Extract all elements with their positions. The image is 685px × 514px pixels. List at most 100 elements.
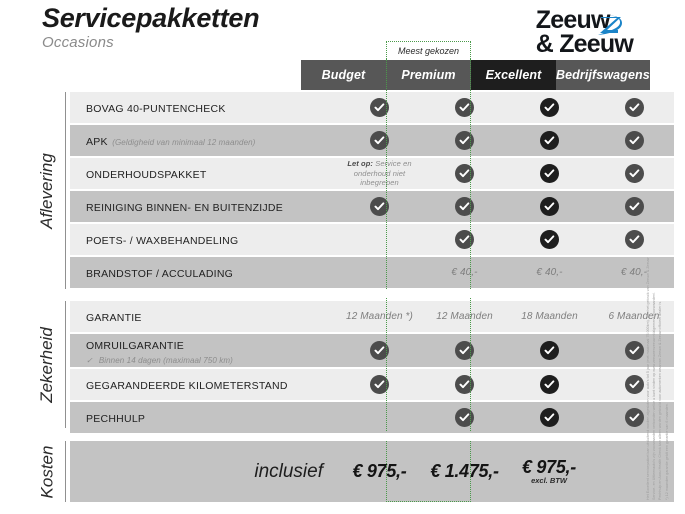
table-cell-bedrijfswagens	[592, 131, 676, 150]
page-title: Servicepakketten	[42, 3, 260, 33]
section-rows-aflevering: BOVAG 40-PUNTENCHECK APK (Geldigheid van …	[70, 92, 674, 288]
row-divider	[70, 255, 674, 257]
table-cell-premium: € 40,-	[422, 267, 507, 278]
check-icon	[455, 197, 474, 216]
cell-value: 6 Maanden	[608, 311, 660, 322]
check-icon	[455, 164, 474, 183]
check-icon	[540, 197, 559, 216]
cell-note: Let op: Service en onderhoud niet inbegr…	[347, 159, 412, 188]
row-label: APK (Geldigheid van minimaal 12 maanden)	[70, 132, 337, 150]
row-label: GEGARANDEERDE KILOMETERSTAND	[70, 376, 337, 394]
row-label: ONDERHOUDSPAKKET	[70, 165, 337, 183]
row-divider	[70, 367, 674, 369]
price-excellent: € 1.475,-	[422, 462, 507, 481]
table-cell-premium	[422, 98, 507, 117]
cell-value: € 40,-	[620, 267, 648, 278]
row-divider	[70, 332, 674, 334]
section-aflevering: Aflevering BOVAG 40-PUNTENCHECK APK (Geld…	[34, 92, 674, 289]
table-row: OMRUILGARANTIE ✓ Binnen 14 dagen (maximaal…	[70, 334, 674, 367]
table-cell-budget: 12 Maanden *)	[337, 311, 422, 322]
cell-value: 18 Maanden	[521, 311, 578, 322]
table-cell-budget	[337, 131, 422, 150]
check-icon	[455, 408, 474, 427]
row-label: OMRUILGARANTIE ✓ Binnen 14 dagen (maximaal…	[70, 336, 337, 365]
most-chosen-badge: Meest gekozen	[386, 41, 471, 59]
check-icon	[624, 375, 644, 394]
row-label-text: GARANTIE	[86, 311, 142, 324]
check-icon	[540, 131, 559, 150]
check-icon	[455, 131, 474, 150]
table-cell-budget	[337, 341, 422, 360]
table-row: BOVAG 40-PUNTENCHECK	[70, 92, 674, 123]
price-amount: € 975,-	[352, 461, 407, 482]
check-icon	[370, 375, 389, 394]
section-label-zekerheid: Zekerheid	[37, 326, 57, 403]
section-rule	[65, 301, 66, 428]
fineprint-block: Het Excellent servicepakket kan uitsluit…	[645, 92, 679, 500]
row-label: BRANDSTOF / ACCULADING	[70, 264, 337, 282]
price-amount: € 1.475,-	[430, 461, 499, 482]
title-block: Servicepakketten Occasions	[42, 3, 260, 51]
price-bedrijfswagens: € 975,- excl. BTW	[507, 458, 591, 485]
check-icon	[624, 164, 644, 183]
table-cell-excellent: 18 Maanden	[507, 311, 592, 322]
row-label-text: REINIGING BINNEN- EN BUITENZIJDE	[86, 201, 284, 214]
column-header-premium[interactable]: Premium	[386, 60, 471, 90]
row-label-sub: ✓ Binnen 14 dagen (maximaal 750 km)	[86, 356, 233, 365]
check-icon	[455, 230, 474, 249]
price-sub: excl. BTW	[531, 476, 567, 485]
row-divider	[70, 123, 674, 125]
row-divider	[70, 222, 674, 224]
table-cell-excellent: € 40,-	[507, 267, 592, 278]
table-cell-bedrijfswagens	[592, 408, 676, 427]
column-header-bedrijfswagens[interactable]: Bedrijfswagens	[556, 60, 650, 90]
section-kosten: Kosten inclusief € 975,- € 1.475,- € 975,-…	[34, 441, 674, 502]
cell-value: € 40,-	[451, 267, 478, 278]
cell-value: € 40,-	[536, 267, 563, 278]
cell-value: 12 Maanden *)	[346, 311, 413, 322]
row-divider	[70, 189, 674, 191]
section-rule	[65, 441, 66, 502]
row-label-note: (Geldigheid van minimaal 12 maanden)	[112, 137, 256, 147]
check-icon	[455, 341, 474, 360]
table-cell-premium	[422, 197, 507, 216]
table-cell-budget: Let op: Service en onderhoud niet inbegr…	[337, 159, 422, 187]
row-label-text: PECHHULP	[86, 412, 146, 425]
table-cell-premium	[422, 164, 507, 183]
table-cell-bedrijfswagens	[592, 197, 676, 216]
check-icon	[540, 98, 559, 117]
price-amount: € 975,-	[522, 457, 576, 478]
table-row: POETS- / WAXBEHANDELING	[70, 224, 674, 255]
row-label-text: GEGARANDEERDE KILOMETERSTAND	[86, 379, 288, 392]
column-header-budget[interactable]: Budget	[301, 60, 386, 90]
section-label-kosten: Kosten	[37, 445, 56, 498]
check-icon	[455, 375, 474, 394]
check-icon	[540, 375, 559, 394]
column-header-bar: Budget Premium Excellent Bedrijfswagens	[301, 60, 650, 90]
table-row: ONDERHOUDSPAKKET Let op: Service en onder…	[70, 158, 674, 189]
table-cell-bedrijfswagens: € 40,-	[592, 267, 676, 278]
table-cell-excellent	[507, 131, 592, 150]
row-label-text: ONDERHOUDSPAKKET	[86, 168, 207, 181]
row-divider	[70, 400, 674, 402]
table-row: PECHHULP	[70, 402, 674, 433]
column-header-excellent[interactable]: Excellent	[471, 60, 556, 90]
check-icon	[624, 341, 644, 360]
logo-line-2: & Zeeuw	[535, 30, 634, 58]
table-cell-premium	[422, 341, 507, 360]
check-icon	[624, 197, 644, 216]
check-icon	[624, 98, 644, 117]
table-cell-bedrijfswagens	[592, 341, 676, 360]
check-icon	[370, 197, 389, 216]
brand-logo: Zeeuw & Zeeuw	[535, 6, 634, 58]
most-chosen-label: Meest gekozen	[397, 45, 460, 56]
table-cell-budget	[337, 375, 422, 394]
section-rows-kosten: inclusief € 975,- € 1.475,- € 975,- excl. B…	[70, 441, 674, 502]
table-cell-bedrijfswagens	[592, 164, 676, 183]
row-label: BOVAG 40-PUNTENCHECK	[70, 99, 337, 117]
table-cell-bedrijfswagens	[592, 375, 676, 394]
table-row: GEGARANDEERDE KILOMETERSTAND	[70, 369, 674, 400]
table-cell-excellent	[507, 230, 592, 249]
logo-line-1: Zeeuw	[535, 6, 611, 34]
price-row: inclusief € 975,- € 1.475,- € 975,- excl. B…	[70, 441, 674, 502]
